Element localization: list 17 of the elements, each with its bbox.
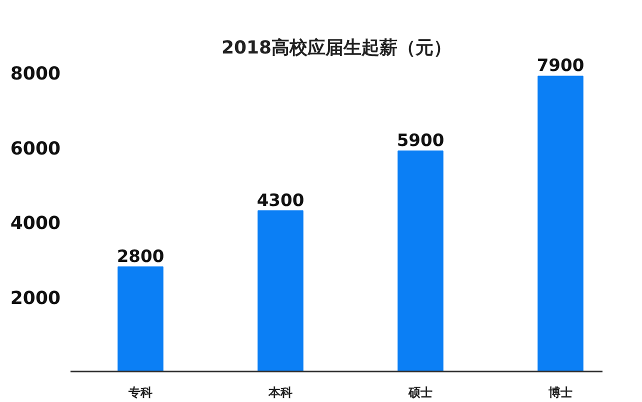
bar: [258, 210, 304, 372]
bar: [398, 150, 444, 372]
y-tick-label: 8000: [10, 64, 61, 84]
bar: [118, 266, 164, 372]
x-tick-label: 本科: [268, 386, 292, 400]
data-label: 4300: [256, 190, 304, 211]
data-label: 5900: [396, 130, 444, 151]
x-tick-label: 博士: [548, 386, 572, 400]
x-tick-label: 专科: [128, 386, 152, 400]
data-label: 7900: [536, 56, 584, 76]
y-tick-label: 4000: [10, 213, 61, 234]
x-tick-label: 硕士: [408, 386, 432, 400]
y-tick-label: 2000: [10, 288, 61, 309]
bar: [538, 76, 584, 372]
data-label: 2800: [116, 246, 164, 267]
y-tick-label: 6000: [10, 138, 61, 160]
chart-title: 2018高校应届生起薪（元）: [221, 38, 452, 58]
